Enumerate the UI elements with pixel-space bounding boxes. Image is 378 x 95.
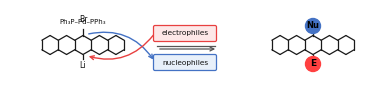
Text: electrophiles: electrophiles [161, 30, 209, 36]
Text: E: E [310, 59, 316, 68]
FancyArrowPatch shape [89, 32, 153, 58]
Circle shape [305, 19, 321, 34]
FancyArrowPatch shape [90, 35, 153, 60]
Circle shape [305, 57, 321, 72]
Text: Nu: Nu [307, 21, 319, 30]
Text: Ph₃P–Pd–PPh₃: Ph₃P–Pd–PPh₃ [60, 19, 106, 25]
FancyBboxPatch shape [153, 55, 217, 70]
Text: Br: Br [79, 15, 87, 25]
Text: Li: Li [80, 61, 86, 70]
FancyBboxPatch shape [153, 25, 217, 42]
Text: nucleophiles: nucleophiles [162, 59, 208, 65]
